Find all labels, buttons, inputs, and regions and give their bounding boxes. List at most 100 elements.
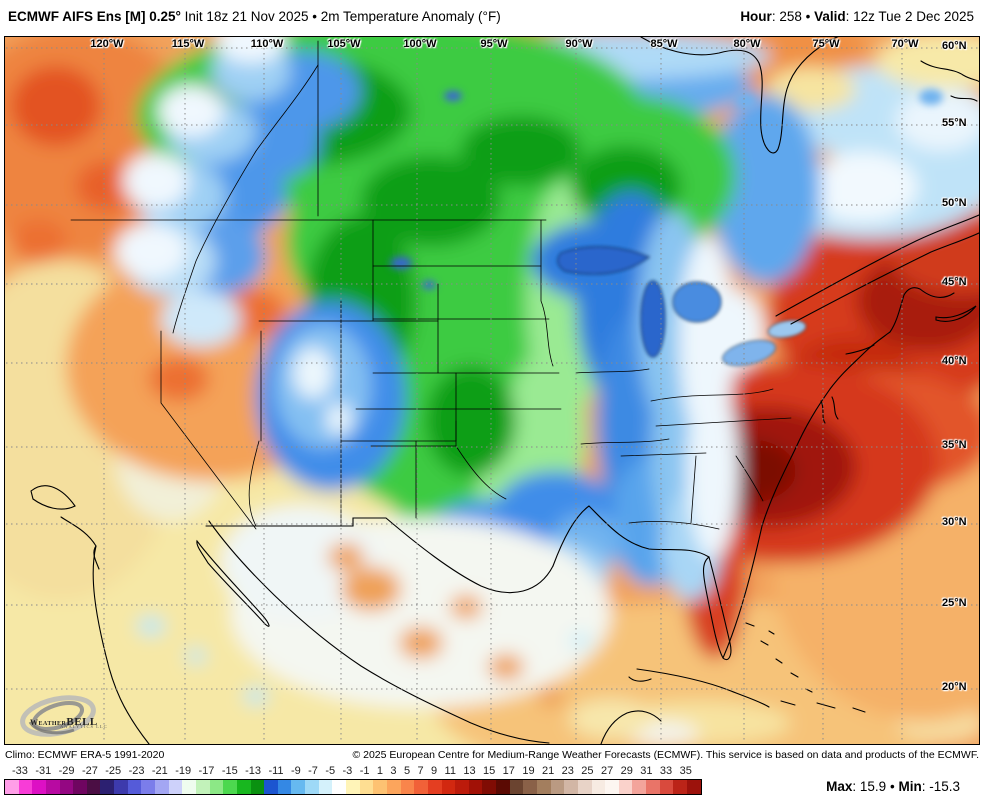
colorbar-cell	[209, 780, 224, 794]
colorbar-tick: -9	[290, 765, 301, 777]
colorbar-cell	[236, 780, 251, 794]
colorbar-tick: -11	[268, 765, 284, 777]
colorbar-tick: 19	[522, 765, 535, 777]
copyright-note: © 2025 European Centre for Medium-Range …	[352, 749, 979, 761]
hour-label: Hour	[740, 9, 772, 24]
colorbar-tick: 15	[483, 765, 496, 777]
colorbar-tick: -5	[325, 765, 336, 777]
colorbar-cell	[427, 780, 442, 794]
colorbar-cell	[577, 780, 592, 794]
bullet: •	[805, 9, 811, 24]
climo-note: Climo: ECMWF ERA-5 1991-2020	[5, 749, 165, 761]
colorbar-cell	[386, 780, 401, 794]
colorbar-cell	[59, 780, 74, 794]
colorbar-cell	[414, 780, 428, 794]
colorbar-cell	[264, 780, 278, 794]
colorbar-cell	[155, 780, 169, 794]
colorbar-cell	[482, 780, 497, 794]
colorbar-cell	[441, 780, 456, 794]
colorbar-cell	[359, 780, 374, 794]
colorbar-tick: -27	[81, 765, 98, 777]
colorbar-tick: -13	[245, 765, 262, 777]
colorbar-cell	[45, 780, 60, 794]
colorbar-tick: 35	[679, 765, 692, 777]
colorbar-tick: 5	[403, 765, 411, 777]
valid-value: 12z Tue 2 Dec 2025	[853, 9, 974, 24]
colorbar-cell	[564, 780, 578, 794]
colorbar-tick: -23	[128, 765, 145, 777]
colorbar-strip	[4, 779, 702, 795]
attribution-row: Climo: ECMWF ERA-5 1991-2020 © 2025 Euro…	[0, 746, 984, 764]
colorbar-tick: -25	[105, 765, 122, 777]
colorbar-tick: 33	[659, 765, 673, 777]
colorbar-cell	[523, 780, 537, 794]
colorbar-tick: 25	[581, 765, 594, 777]
colorbar-cell	[168, 780, 183, 794]
min-value: -15.3	[929, 779, 960, 794]
colorbar-tick: -33	[12, 765, 28, 777]
colorbar-cell	[195, 780, 210, 794]
colorbar-cell	[18, 780, 33, 794]
colorbar-cell	[305, 780, 319, 794]
valid-time: Hour: 258 • Valid: 12z Tue 2 Dec 2025	[740, 9, 974, 24]
min-label: Min	[898, 779, 922, 794]
colorbar-cell	[332, 780, 347, 794]
colorbar-tick: 11	[444, 765, 456, 777]
colorbar-tick: -17	[198, 765, 215, 777]
colorbar-cell	[223, 780, 237, 794]
colorbar-cell	[496, 780, 510, 794]
colorbar-tick: 23	[561, 765, 574, 777]
colorbar-cell	[550, 780, 565, 794]
colorbar-cell	[468, 780, 483, 794]
colorbar-tick: -29	[58, 765, 75, 777]
colorbar-cell	[5, 780, 19, 794]
colorbar-tick: -21	[151, 765, 168, 777]
colorbar-cell	[646, 780, 660, 794]
colorbar-cell	[605, 780, 619, 794]
title-detail: Init 18z 21 Nov 2025 • 2m Temperature An…	[180, 9, 501, 24]
colorbar-tick: 31	[640, 765, 653, 777]
colorbar-cell	[687, 780, 701, 794]
colorbar-cell	[100, 780, 115, 794]
colorbar-tick: -1	[359, 765, 370, 777]
colorbar-tick: 7	[417, 765, 424, 777]
anomaly-field-svg	[5, 37, 979, 744]
colorbar-cell	[455, 780, 469, 794]
colorbar-cell	[673, 780, 688, 794]
colorbar: -33 -31 -29 -27 -25 -23 -21 -19 -17 -15 -13 -11 -9 -7…	[4, 764, 702, 795]
colorbar-cell	[141, 780, 156, 794]
bullet: •	[889, 779, 895, 794]
colorbar-cell	[86, 780, 101, 794]
valid-label: Valid	[814, 9, 846, 24]
great-lakes	[557, 246, 807, 366]
colorbar-tick: -31	[35, 765, 52, 777]
colorbar-tick: 1	[376, 765, 383, 777]
cold-pockets	[390, 89, 943, 289]
colorbar-cell	[346, 780, 360, 794]
title-bar: ECMWF AIFS Ens [M] 0.25° Init 18z 21 Nov…	[0, 0, 984, 36]
colorbar-cell	[277, 780, 292, 794]
colorbar-tick: 3	[390, 765, 397, 777]
anomaly-field	[5, 37, 979, 744]
colorbar-cell	[373, 780, 387, 794]
colorbar-cell	[250, 780, 265, 794]
colorbar-tick: 27	[600, 765, 614, 777]
anomaly-map	[4, 36, 980, 745]
max-value: 15.9	[859, 779, 887, 794]
colorbar-cell	[509, 780, 524, 794]
colorbar-tick: 21	[541, 765, 555, 777]
colorbar-cell	[318, 780, 333, 794]
hour-value: 258	[779, 9, 802, 24]
colorbar-cell	[32, 780, 46, 794]
colorbar-cell	[400, 780, 415, 794]
colorbar-tick: 29	[620, 765, 633, 777]
graticule	[6, 38, 978, 743]
map-title: ECMWF AIFS Ens [M] 0.25° Init 18z 21 Nov…	[8, 9, 501, 24]
colorbar-cell	[73, 780, 87, 794]
colorbar-tick: -15	[221, 765, 238, 777]
coastlines	[30, 37, 979, 744]
colorbar-tick: -7	[308, 765, 318, 777]
colorbar-cell	[127, 780, 142, 794]
colorbar-tick: 13	[463, 765, 476, 777]
colorbar-cell	[591, 780, 606, 794]
